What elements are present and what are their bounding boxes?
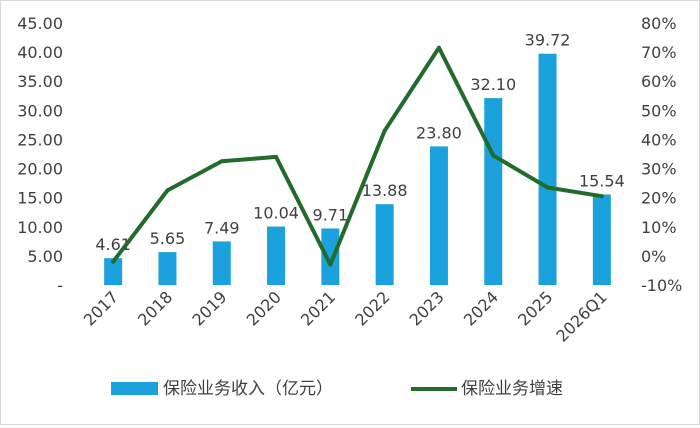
x-axis-tick-label: 2018 [134,287,176,329]
bar-series [104,53,611,286]
right-axis-tick-label: 40% [641,130,677,149]
right-axis: 80% 70% 60% 50% 40% 30% 20% 10% 0% -10% [641,14,682,295]
bar-data-label: 32.10 [470,75,516,94]
bar-data-label: 15.54 [579,172,625,191]
left-axis: 45.00 40.00 35.00 30.00 25.00 20.00 15.00 10.00… [17,14,63,295]
left-axis-tick-label: 10.00 [17,218,63,237]
x-axis-tick-label: 2025 [514,287,556,329]
legend-line-label: 保险业务增速 [461,379,563,399]
bar-data-label: 23.80 [416,123,462,142]
bar-data-label: 39.72 [525,31,571,50]
left-axis-tick-label: - [57,276,63,295]
left-axis-tick-label: 45.00 [17,14,63,33]
bar [104,258,123,285]
right-axis-tick-label: 30% [641,160,677,179]
x-axis-tick-label: 2020 [243,287,285,329]
bar [267,226,286,285]
left-axis-tick-label: 5.00 [27,247,63,266]
line-point [545,185,550,190]
line-point [382,128,387,133]
bar-data-label: 13.88 [362,181,408,200]
x-axis-tick-label: 2021 [297,287,339,329]
right-axis-tick-label: 60% [641,72,677,91]
line-point [165,188,170,193]
right-axis-tick-label: 0% [641,247,666,266]
x-axis-tick-label: 2023 [406,287,448,329]
left-axis-tick-label: 20.00 [17,160,63,179]
x-axis-tick-label: 2019 [188,287,230,329]
bar [375,204,394,285]
bar [429,146,448,285]
left-axis-tick-label: 35.00 [17,72,63,91]
right-axis-tick-label: 10% [641,218,677,237]
line-point [274,154,279,159]
line-series [111,45,604,267]
legend-bar-label: 保险业务收入（亿元） [163,379,333,399]
line-path [111,45,604,267]
x-axis-tick-label: 2024 [460,287,502,329]
bar [212,241,231,285]
line-point [436,45,441,50]
x-axis: 2017 2018 2019 2020 2021 2022 2023 2024 20252026… [80,287,611,345]
bar-data-label: 10.04 [253,204,299,223]
right-axis-tick-label: 20% [641,189,677,208]
left-axis-tick-label: 15.00 [17,189,63,208]
line-point [219,159,224,164]
left-axis-tick-label: 40.00 [17,43,63,62]
bar [321,228,340,285]
right-axis-tick-label: 50% [641,101,677,120]
left-axis-tick-label: 25.00 [17,130,63,149]
right-axis-tick-label: 80% [641,14,677,33]
bar [592,194,611,285]
x-axis-tick-label: 2026Q1 [552,287,610,345]
line-point [599,194,604,199]
right-axis-tick-label: -10% [641,276,682,295]
bar-data-label: 5.65 [150,229,186,248]
line-point [491,153,496,158]
bar [538,53,557,285]
x-axis-tick-label: 2017 [80,287,122,329]
bar [484,98,503,286]
bar [158,252,177,285]
bar-data-label: 9.71 [313,205,349,224]
right-axis-tick-label: 70% [641,43,677,62]
x-axis-tick-label: 2022 [351,287,393,329]
line-point [111,259,116,264]
left-axis-tick-label: 30.00 [17,101,63,120]
legend: 保险业务收入（亿元） 保险业务增速 [111,379,563,399]
legend-bar-swatch [111,382,158,395]
line-point [328,262,333,267]
bar-data-label: 7.49 [204,218,240,237]
